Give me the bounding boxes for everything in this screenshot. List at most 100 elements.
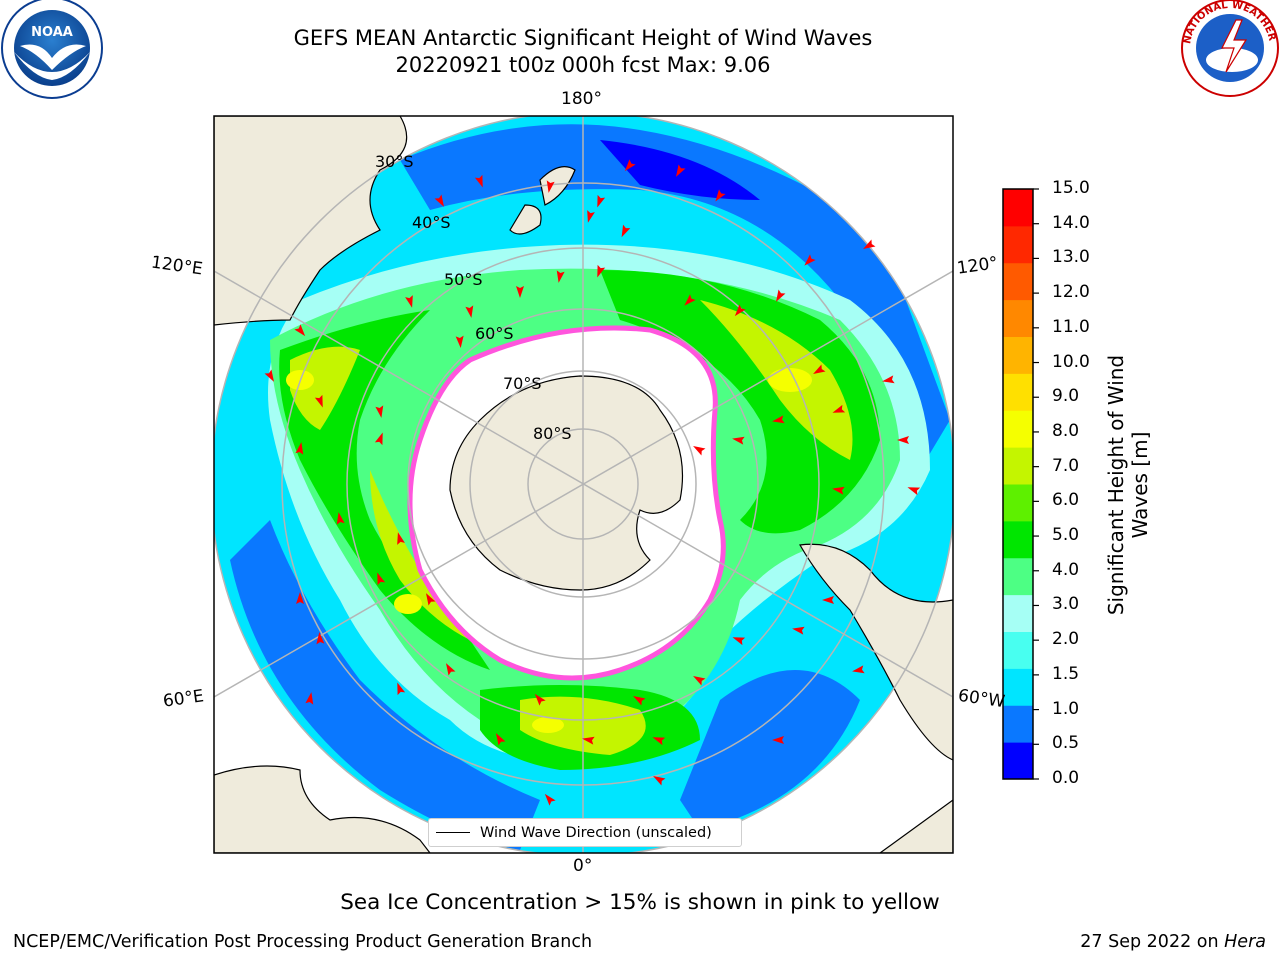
wind-arrow [316, 632, 325, 645]
wind-arrow [624, 159, 636, 172]
wind-arrow [405, 295, 413, 308]
colorbar-segment [1003, 557, 1033, 596]
land-antarctica [449, 375, 683, 591]
map-frame [213, 115, 954, 854]
wind-arrow [336, 512, 345, 525]
wind-arrow [587, 210, 595, 223]
colorbar-segment [1003, 705, 1033, 743]
colorbar-title-line2: Waves [m] [1128, 431, 1152, 539]
colorbar-segment [1003, 447, 1033, 485]
colorbar-segment [1003, 262, 1033, 301]
wind-arrow [732, 436, 745, 445]
wind-arrow [295, 442, 304, 455]
colorbar-tick-label: 14.0 [1052, 212, 1090, 233]
chart-title: GEFS MEAN Antarctic Significant Height o… [293, 26, 873, 50]
wind-arrow [633, 696, 646, 706]
wind-arrow [397, 682, 406, 696]
lon-label-0: 0° [573, 856, 593, 876]
wind-arrow [597, 194, 606, 208]
lat-label-60s: 60°S [475, 324, 514, 343]
wind-arrow [852, 665, 865, 674]
wind-arrow [375, 405, 384, 418]
lat-label-40s: 40°S [412, 213, 451, 232]
wind-arrow [684, 294, 696, 306]
colorbar-segment [1003, 299, 1033, 337]
wind-arrow [676, 164, 686, 177]
noaa-logo-text: NOAA [31, 25, 73, 40]
wind-arrow [693, 446, 706, 456]
wind-arrow [732, 637, 746, 646]
colorbar-segment [1003, 520, 1033, 559]
wind-arrow [832, 404, 846, 413]
colorbar-segment [1003, 668, 1033, 706]
lat-label-50s: 50°S [444, 270, 483, 289]
colorbar-tick-label: 3.0 [1052, 594, 1080, 615]
lat-label-30s: 30°S [375, 152, 414, 171]
wind-arrow [582, 736, 595, 745]
wind-arrow [621, 224, 631, 238]
wind-arrow [426, 593, 436, 606]
wind-arrow [822, 596, 834, 604]
wind-arrow [813, 364, 826, 374]
wind-arrow [474, 174, 483, 188]
colorbar-tick-label: 2.0 [1052, 629, 1080, 650]
colorbar-segment [1003, 410, 1033, 448]
wind-arrow [734, 304, 746, 317]
wind-arrow [496, 733, 506, 746]
wind-arrow [534, 693, 546, 706]
lat-label-70s: 70°S [503, 374, 542, 393]
wind-arrow [772, 415, 785, 424]
colorbar-tick-label: 13.0 [1052, 247, 1090, 268]
lon-label-180: 180° [561, 89, 602, 109]
colorbar-tick-label: 15.0 [1052, 178, 1090, 198]
wind-arrow [693, 676, 706, 686]
wind-arrow [715, 189, 726, 202]
wind-arrow [446, 663, 456, 676]
wind-arrow [776, 289, 786, 302]
wind-arrow [516, 286, 524, 298]
colorbar-title: Significant Height of Wind Waves [m] [1104, 355, 1152, 615]
wind-arrow [465, 305, 474, 318]
colorbar-tick-label: 4.0 [1052, 559, 1080, 580]
nws-logo: NATIONAL WEATHER SERVICE [0, 0, 1279, 97]
lat-label-80s: 80°S [533, 424, 572, 443]
colorbar-segment [1003, 742, 1033, 780]
wind-arrow [314, 394, 323, 408]
colorbar-segment [1003, 336, 1033, 374]
colorbar-frame [1002, 188, 1034, 780]
wind-arrow [455, 335, 464, 348]
colorbar-tick-label: 1.5 [1052, 663, 1080, 684]
wind-arrow [264, 369, 274, 382]
wind-arrow [434, 194, 444, 207]
colorbar [1002, 188, 1039, 780]
wind-arrow [792, 626, 805, 635]
colorbar-tick-label: 5.0 [1052, 525, 1080, 546]
wind-arrow [546, 180, 555, 193]
wind-arrow [397, 532, 405, 545]
svg-text:NATIONAL WEATHER SERVICE: NATIONAL WEATHER SERVICE [0, 0, 1278, 45]
wind-arrow [305, 692, 314, 705]
wind-arrow [544, 793, 556, 806]
colorbar-segment [1003, 225, 1033, 264]
colorbar-tick-label: 7.0 [1052, 455, 1080, 476]
colorbar-segment [1003, 484, 1033, 522]
colorbar-tick-label: 0.0 [1052, 768, 1080, 788]
noaa-logo: NOAA [1, 0, 103, 99]
wind-direction-arrows [264, 159, 921, 806]
credit-text: NCEP/EMC/Verification Post Processing Pr… [13, 932, 593, 952]
wind-arrow [294, 324, 306, 337]
wind-arrow [653, 776, 666, 786]
legend-label: Wind Wave Direction (unscaled) [480, 824, 712, 841]
colorbar-tick-label: 6.0 [1052, 490, 1080, 511]
wind-arrow [296, 592, 304, 604]
wind-arrow [907, 487, 921, 496]
wind-arrow [652, 737, 666, 746]
wind-arrow [863, 239, 876, 249]
wind-arrow [597, 264, 606, 278]
wind-arrow [556, 270, 565, 283]
colorbar-tick-label: 11.0 [1052, 316, 1090, 337]
map-legend: Wind Wave Direction (unscaled) [428, 818, 742, 847]
wind-arrow [772, 736, 784, 744]
colorbar-tick-label: 9.0 [1052, 386, 1080, 407]
